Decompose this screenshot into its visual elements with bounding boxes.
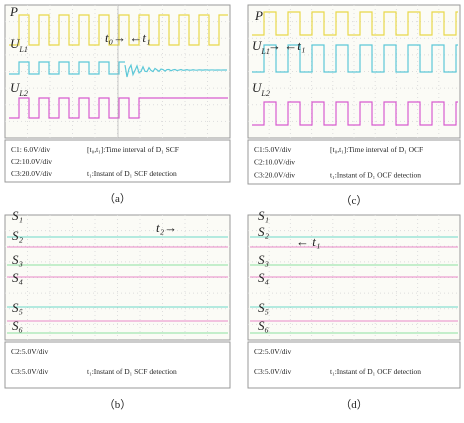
signal-label: S₄ <box>12 270 24 285</box>
signal-name: S₁ <box>258 208 269 223</box>
caption: （c） <box>341 194 368 207</box>
annotation: t₀→ ←t₁ <box>105 30 151 45</box>
signal-name: S₂ <box>12 228 24 243</box>
signal-name: S₄ <box>12 270 24 285</box>
note: C2:10.0V/div <box>254 158 295 167</box>
annotation: → ←t₁ <box>268 38 305 53</box>
note: t₁:Instant of D₁ SCF detection <box>87 367 177 376</box>
signal-sub: L2 <box>260 89 269 98</box>
signal-name: S₁ <box>12 208 23 223</box>
note: C2:5.0V/div <box>11 347 49 356</box>
note: C1:5.0V/div <box>254 145 292 154</box>
caption: （a） <box>104 192 131 205</box>
signal-label: S₂ <box>12 228 24 243</box>
note: C3:5.0V/div <box>254 367 292 376</box>
signal-name: S₃ <box>258 252 269 267</box>
signal-label: S₃ <box>258 252 269 267</box>
signal-label: P <box>9 4 18 19</box>
signal-label: P <box>254 8 263 23</box>
annotation: ← t₁ <box>296 234 320 249</box>
signal-label: S₄ <box>258 270 270 285</box>
annotation: t₂→ <box>156 220 177 235</box>
signal-sub: L2 <box>18 89 27 98</box>
signal-label: S₆ <box>12 318 23 333</box>
signal-name: S₃ <box>12 252 23 267</box>
note: [t₀,t₁]:Time interval of D₁ SCF <box>87 145 179 154</box>
signal-name: P <box>254 8 263 23</box>
caption: （d） <box>340 398 368 411</box>
signal-name: S₄ <box>258 270 270 285</box>
signal-label: S₂ <box>258 224 270 239</box>
figure: PUL1UL2t₀→ ←t₁C1: 6.0V/div[t₀,t₁]:Time i… <box>0 0 464 418</box>
signal-name: S₅ <box>258 300 269 315</box>
signal-label: S₁ <box>12 208 23 223</box>
note: [t₀,t₁]:Time interval of D₁ OCF <box>330 145 423 154</box>
signal-label: S₆ <box>258 318 269 333</box>
signal-label: S₁ <box>258 208 269 223</box>
note: t₁:Instant of D₁ SCF detection <box>87 169 177 178</box>
signal-sub: L1 <box>18 45 27 54</box>
note: C2:10.0V/div <box>11 157 52 166</box>
signal-name: S₆ <box>12 318 23 333</box>
note: C3:20.0V/div <box>11 169 52 178</box>
note: C3:5.0V/div <box>11 367 49 376</box>
signal-label: S₅ <box>12 300 23 315</box>
note: C2:5.0V/div <box>254 347 292 356</box>
note: C1: 6.0V/div <box>11 145 50 154</box>
signal-name: P <box>9 4 18 19</box>
signal-name: S₂ <box>258 224 270 239</box>
note: C3:20.0V/div <box>254 170 295 179</box>
signal-name: S₆ <box>258 318 269 333</box>
signal-name: S₅ <box>12 300 23 315</box>
signal-label: S₃ <box>12 252 23 267</box>
note: t₁:Instant of D₁ OCF detection <box>330 367 421 376</box>
caption: （b） <box>104 398 132 411</box>
signal-label: S₅ <box>258 300 269 315</box>
note: t₁:Instant of D₁ OCF detection <box>330 170 421 179</box>
